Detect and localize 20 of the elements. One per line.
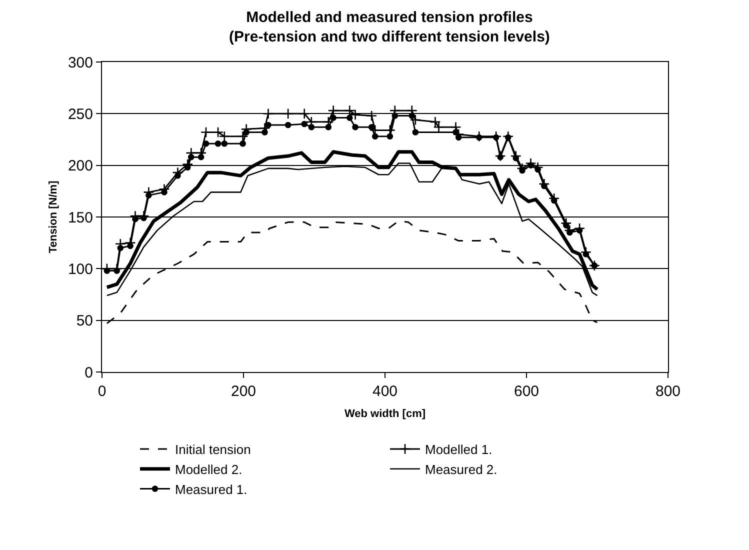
legend-label: Measured 2. (425, 462, 498, 477)
y-tick-label: 0 (84, 364, 93, 382)
x-tick-label: 800 (655, 383, 681, 400)
legend-label: Modelled 2. (175, 462, 242, 477)
x-tick-label: 600 (514, 383, 540, 400)
x-tick-label: 0 (98, 383, 106, 400)
legend-label: Measured 1. (175, 482, 248, 497)
legend-label: Initial tension (175, 442, 251, 458)
x-axis-title: Web width [cm] (344, 408, 426, 420)
x-tick-label: 400 (372, 383, 398, 400)
y-axis-title: Tension [N/m] (48, 180, 60, 254)
legend-label: Modelled 1. (425, 442, 492, 458)
y-tick-label: 200 (68, 158, 93, 175)
y-tick-label: 100 (68, 260, 93, 278)
y-tick-label: 300 (68, 54, 93, 72)
x-tick-label: 200 (230, 383, 256, 400)
y-tick-label: 150 (68, 209, 93, 226)
y-tick-label: 50 (76, 312, 93, 330)
y-tick-label: 250 (68, 106, 93, 123)
chart-title: Modelled and measured tension profiles (Pre-tension and two different tension levels) (229, 9, 550, 46)
